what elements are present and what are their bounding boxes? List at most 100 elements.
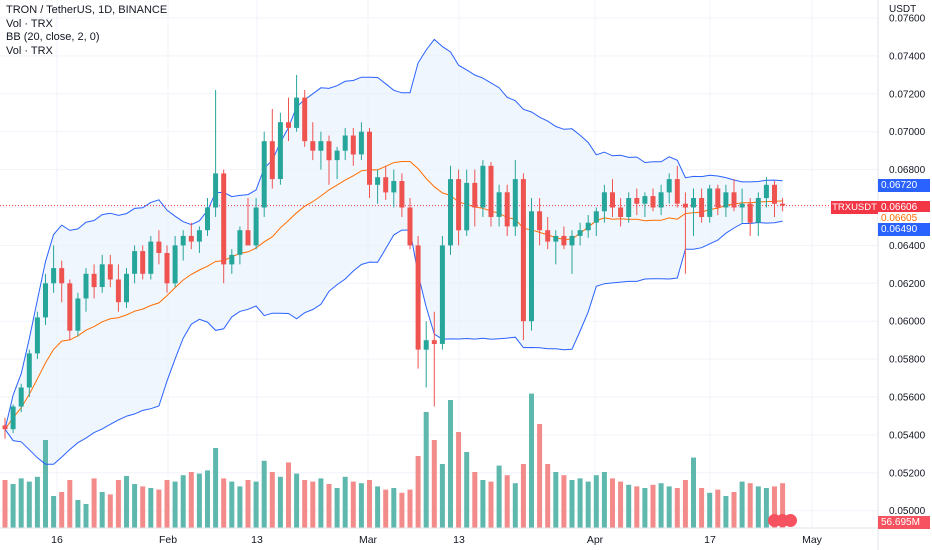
volume-bar [642, 488, 648, 528]
volume-bar [318, 478, 324, 528]
candle-body [755, 198, 761, 223]
volume-bar [561, 475, 567, 528]
volume-bar [124, 476, 129, 528]
candle-body [342, 135, 348, 151]
event-flag-icon[interactable] [784, 514, 797, 527]
volume-bar [520, 464, 526, 528]
volume-bar [75, 500, 81, 528]
volume-bar [569, 480, 575, 528]
candle-body [731, 192, 737, 208]
volume-bar [755, 486, 761, 528]
candle-body [472, 182, 478, 208]
candle-body [115, 279, 121, 303]
candle-body [561, 235, 567, 246]
volume-bar [99, 492, 105, 528]
volume-bar [431, 440, 437, 528]
volume-bar [504, 475, 510, 528]
volume-bar [488, 481, 494, 528]
candle-body [537, 211, 543, 231]
price-tick-label: 0.05200 [889, 468, 926, 479]
volume-bar [723, 496, 729, 528]
volume-bar [682, 480, 688, 528]
candle-body [196, 230, 202, 242]
volume-bar [772, 486, 777, 528]
candle-body [545, 230, 551, 242]
candle-body [140, 251, 146, 274]
indicator-volume[interactable]: Vol · TRX [6, 17, 53, 30]
indicator-bollinger[interactable]: BB (20, close, 2, 0) [6, 31, 100, 43]
candle-body [488, 165, 494, 217]
candle-body [253, 207, 259, 246]
candle-body [261, 141, 267, 208]
price-tick-label: 0.07200 [889, 89, 926, 100]
candle-body [302, 97, 308, 142]
candle-body [699, 198, 705, 217]
bollinger-band-fill [5, 39, 783, 465]
volume-bar [747, 483, 753, 528]
candle-body [132, 251, 138, 274]
volume-bar [634, 486, 640, 528]
volume-bar [83, 504, 89, 528]
volume-bar [512, 483, 518, 528]
candle-body [188, 235, 194, 242]
candle-body [294, 97, 300, 128]
volume-bar [780, 483, 786, 528]
volume-bar [334, 488, 340, 528]
volume-bar [59, 492, 65, 528]
candle-body [277, 122, 283, 179]
candle-body [334, 150, 340, 161]
candle-body [51, 268, 57, 284]
volume-bar [391, 488, 397, 528]
candle-body [99, 264, 105, 287]
candle-body [10, 406, 16, 430]
volume-bar [537, 424, 543, 528]
volume-bar [545, 464, 551, 528]
volume-bar [666, 486, 672, 528]
indicator-volume-2[interactable]: Vol · TRX [6, 44, 53, 57]
candle-body [180, 235, 186, 246]
candle-body [423, 340, 429, 350]
candle-body [610, 192, 615, 208]
time-axis[interactable]: 16 Feb 13 Mar 13 Apr 17 May [51, 534, 823, 546]
candle-body [504, 192, 510, 227]
volume-bar [456, 432, 462, 528]
candle-body [286, 122, 291, 128]
price-axis[interactable]: 0.076000.074000.072000.070000.068000.066… [889, 14, 926, 518]
volume-bar [164, 480, 170, 528]
symbol-title[interactable]: TRON / TetherUS, 1D, BINANCE [6, 4, 168, 16]
volume-bar [375, 486, 381, 528]
currency-label: USDT [889, 4, 917, 15]
candle-body [763, 184, 769, 199]
candle-body [75, 298, 81, 331]
bollinger-basis-line [4, 161, 783, 430]
candle-body [691, 198, 696, 208]
date-tick-label: Mar [359, 534, 378, 546]
volume-bar [699, 488, 705, 528]
bb-basis-tag: 0.06605 [878, 212, 930, 225]
candle-body [399, 181, 405, 208]
volume-bar [205, 470, 210, 528]
volume-bar [213, 448, 219, 528]
price-tick-label: 0.06200 [889, 279, 926, 290]
volume-bar [585, 481, 591, 528]
volume-bar [253, 481, 259, 528]
volume-bar [763, 488, 769, 528]
volume-bar [472, 472, 478, 528]
volume-bar [115, 480, 121, 528]
candle-body [269, 141, 275, 180]
candle-body [59, 268, 65, 284]
volume-bar [156, 489, 162, 528]
candle-body [358, 131, 364, 155]
volume-bar [610, 478, 615, 528]
volume-bar [245, 480, 251, 528]
volume-bar [310, 481, 316, 528]
candle-body [229, 254, 235, 265]
volume-bar [691, 457, 696, 528]
price-tick-label: 0.07600 [889, 14, 926, 25]
volume-bar [715, 489, 721, 528]
candle-body [350, 135, 356, 155]
bollinger-lower-line [4, 220, 783, 465]
volume-bar [496, 465, 502, 528]
candle-body [107, 264, 113, 280]
